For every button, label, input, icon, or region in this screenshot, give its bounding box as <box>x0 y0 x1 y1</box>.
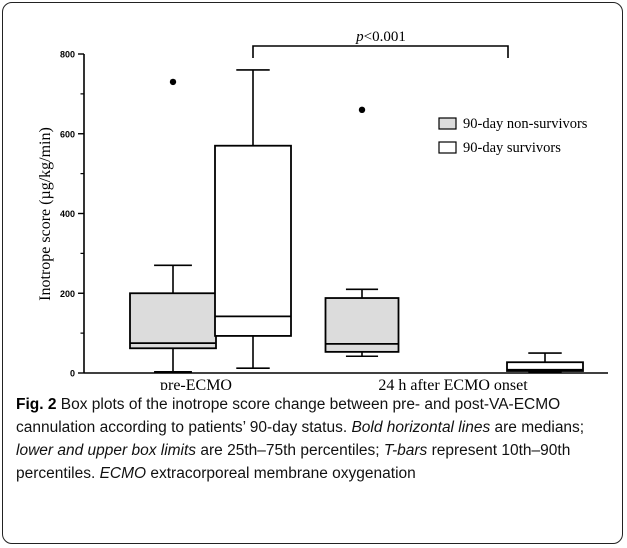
legend-label: 90-day survivors <box>463 140 561 156</box>
significance-bracket <box>252 45 509 58</box>
box-1-1 <box>506 352 584 373</box>
figure-caption: Fig. 2 Box plots of the inotrope score c… <box>16 393 612 485</box>
outlier-point <box>358 106 366 114</box>
caption-figure-label: Fig. 2 <box>16 396 57 413</box>
legend-swatch <box>438 117 457 130</box>
box-0-0 <box>129 78 217 373</box>
axes: 0 200 400 600 800 pre-ECMO 24 h after ECMO ons… <box>60 50 608 390</box>
caption-italic-1: Bold horizontal lines <box>351 419 491 436</box>
y-tick-label: 400 <box>60 209 75 219</box>
legend: 90-day non-survivors 90-day survivors <box>438 116 588 156</box>
figure-frame <box>2 2 623 544</box>
y-tick-label: 800 <box>60 50 75 60</box>
box-1-0 <box>214 69 292 370</box>
legend-label: 90-day non-survivors <box>463 116 588 132</box>
iqr-box <box>214 144 292 337</box>
caption-text-3: are 25th–75th percentiles; <box>196 442 384 459</box>
legend-swatch <box>438 141 457 154</box>
iqr-box <box>506 361 584 372</box>
y-tick-label: 0 <box>70 369 75 379</box>
caption-italic-4: ECMO <box>99 465 147 482</box>
caption-text-5: extracorporeal membrane oxygenation <box>146 465 416 482</box>
iqr-box <box>324 297 400 353</box>
caption-text-2: are medians; <box>490 419 585 436</box>
iqr-box <box>129 292 217 350</box>
caption-text-4: represent 10th–90th percentiles. <box>16 442 571 482</box>
y-tick-label: 600 <box>60 129 75 139</box>
y-tick-label: 200 <box>60 289 75 299</box>
x-tick-label: 24 h after ECMO onset <box>378 377 528 390</box>
caption-italic-3: T-bars <box>383 442 428 459</box>
caption-italic-2: lower and upper box limits <box>16 442 197 459</box>
boxes <box>129 69 584 373</box>
caption-text-1: Box plots of the inotrope score change b… <box>16 396 561 436</box>
significance-annotation: p<0.001 <box>252 29 509 58</box>
box-plot-chart: 0 200 400 600 800 pre-ECMO 24 h after ECMO ons… <box>37 29 608 390</box>
x-tick-label: pre-ECMO <box>160 377 232 390</box>
p-value-label: p<0.001 <box>355 29 406 45</box>
box-0-1 <box>324 106 400 358</box>
outlier-point <box>169 78 177 86</box>
y-axis-label: Inotrope score (µg/kg/min) <box>37 127 54 301</box>
